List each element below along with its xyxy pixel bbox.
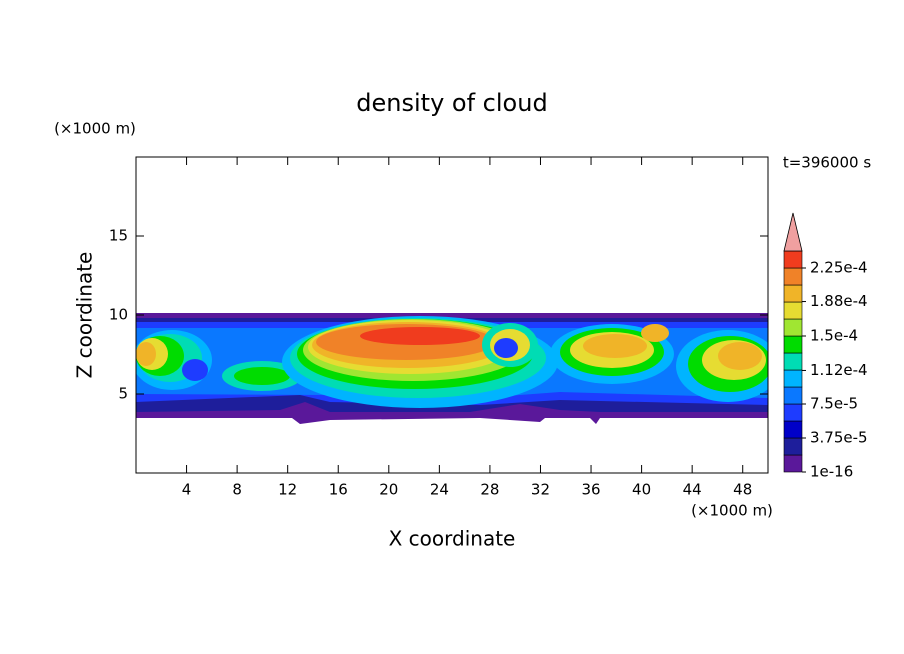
colorbar-band	[783, 284, 803, 303]
colorbar-label: 7.5e-5	[810, 395, 858, 413]
colorbar-label: 1.88e-4	[810, 292, 868, 310]
colorbar-band	[783, 437, 803, 456]
colorbar-band	[783, 386, 803, 405]
colorbar-label: 1e-16	[810, 463, 853, 481]
time-label: t=396000 s	[783, 154, 871, 172]
colorbar-label: 1.12e-4	[810, 361, 868, 379]
x-tick-label: 12	[278, 481, 297, 499]
x-tick-label: 4	[182, 481, 192, 499]
contour-blobs	[136, 316, 768, 408]
colorbar-extension	[783, 212, 803, 252]
x-tick-label: 32	[531, 481, 550, 499]
colorbar-band	[783, 318, 803, 337]
y-tick-label: 10	[109, 306, 128, 324]
colorbar-band	[783, 454, 803, 473]
y-tick-label: 15	[109, 227, 128, 245]
colorbar-band	[783, 301, 803, 320]
axes	[136, 157, 768, 473]
colorbar-band	[783, 420, 803, 439]
x-unit: (×1000 m)	[691, 502, 773, 520]
y-unit: (×1000 m)	[54, 120, 136, 138]
y-axis-label: Z coordinate	[73, 252, 97, 379]
y-tick-label: 5	[118, 385, 128, 403]
chart-title: density of cloud	[356, 89, 547, 117]
colorbar-band	[783, 369, 803, 388]
colorbar-band	[783, 267, 803, 286]
x-tick-label: 40	[632, 481, 651, 499]
colorbar-band	[783, 250, 803, 269]
x-tick-label: 44	[683, 481, 702, 499]
x-tick-label: 20	[379, 481, 398, 499]
x-tick-label: 28	[480, 481, 499, 499]
x-tick-label: 24	[430, 481, 449, 499]
colorbar-label: 2.25e-4	[810, 259, 868, 277]
colorbar-band	[783, 352, 803, 371]
contour-field	[136, 313, 768, 424]
x-tick-label: 48	[733, 481, 752, 499]
x-tick-label: 8	[232, 481, 242, 499]
colorbar-band	[783, 403, 803, 422]
colorbar-label: 3.75e-5	[810, 429, 868, 447]
colorbar-band	[783, 335, 803, 354]
x-tick-label: 16	[329, 481, 348, 499]
x-axis-label: X coordinate	[389, 527, 516, 551]
x-tick-label: 36	[581, 481, 600, 499]
colorbar-label: 1.5e-4	[810, 327, 858, 345]
